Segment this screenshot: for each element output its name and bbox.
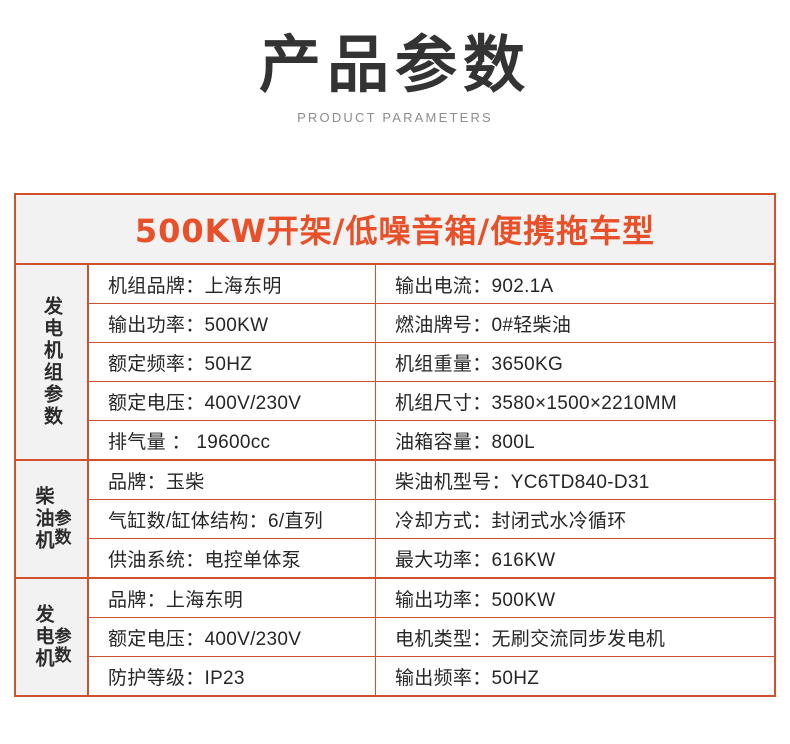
table-row: 机组品牌：上海东明 输出电流：902.1A bbox=[89, 265, 774, 304]
spec-cell-right: 冷却方式：封闭式水冷循环 bbox=[376, 500, 774, 538]
spec-section: 柴油机 参数 品牌：玉柴 柴油机型号：YC6TD840-D31 气缸数/缸体结构：6/直… bbox=[16, 461, 774, 579]
section-label-main: 柴油机 bbox=[32, 486, 54, 552]
spec-cell-left: 供油系统：电控单体泵 bbox=[89, 539, 376, 577]
spec-cell-right: 电机类型：无刷交流同步发电机 bbox=[376, 618, 774, 656]
table-row: 气缸数/缸体结构：6/直列 冷却方式：封闭式水冷循环 bbox=[89, 500, 774, 539]
table-row: 品牌：玉柴 柴油机型号：YC6TD840-D31 bbox=[89, 461, 774, 500]
section-label-stack: 发电机 参数 bbox=[32, 604, 71, 670]
model-title: 500KW开架/低噪音箱/便携拖车型 bbox=[134, 212, 656, 250]
spec-cell-right: 油箱容量：800L bbox=[376, 421, 774, 459]
section-label: 柴油机 参数 bbox=[16, 461, 89, 577]
spec-cell-left: 额定频率：50HZ bbox=[89, 343, 376, 381]
spec-cell-right: 输出频率：50HZ bbox=[376, 657, 774, 695]
specification-table: 500KW开架/低噪音箱/便携拖车型 发电机组参数 机组品牌：上海东明 输出电流：9… bbox=[14, 193, 776, 697]
table-row: 品牌：上海东明 输出功率：500KW bbox=[89, 579, 774, 618]
spec-cell-right: 输出电流：902.1A bbox=[376, 265, 774, 303]
spec-cell-left: 防护等级：IP23 bbox=[89, 657, 376, 695]
spec-section: 发电机组参数 机组品牌：上海东明 输出电流：902.1A 输出功率：500KW 燃油牌号… bbox=[16, 265, 774, 461]
section-label-stack: 发电机组参数 bbox=[41, 296, 62, 428]
spec-cell-right: 机组重量：3650KG bbox=[376, 343, 774, 381]
section-label: 发电机 参数 bbox=[16, 579, 89, 695]
page-subtitle: PRODUCT PARAMETERS bbox=[297, 110, 493, 125]
spec-cell-left: 额定电压：400V/230V bbox=[89, 382, 376, 420]
table-row: 供油系统：电控单体泵 最大功率：616KW bbox=[89, 539, 774, 577]
spec-cell-left: 机组品牌：上海东明 bbox=[89, 265, 376, 303]
table-row: 额定频率：50HZ 机组重量：3650KG bbox=[89, 343, 774, 382]
section-rows: 品牌：玉柴 柴油机型号：YC6TD840-D31 气缸数/缸体结构：6/直列 冷却方式… bbox=[89, 461, 774, 577]
section-label-stack: 柴油机 参数 bbox=[32, 486, 71, 552]
model-title-row: 500KW开架/低噪音箱/便携拖车型 bbox=[16, 195, 774, 265]
section-label-sub: 参数 bbox=[51, 627, 71, 665]
spec-cell-right: 柴油机型号：YC6TD840-D31 bbox=[376, 461, 774, 499]
section-rows: 机组品牌：上海东明 输出电流：902.1A 输出功率：500KW 燃油牌号：0#轻柴油… bbox=[89, 265, 774, 459]
table-row: 防护等级：IP23 输出频率：50HZ bbox=[89, 657, 774, 695]
spec-cell-right: 机组尺寸：3580×1500×2210MM bbox=[376, 382, 774, 420]
section-label-sub: 参数 bbox=[51, 509, 71, 547]
spec-cell-left: 品牌：玉柴 bbox=[89, 461, 376, 499]
sections-container: 发电机组参数 机组品牌：上海东明 输出电流：902.1A 输出功率：500KW 燃油牌号… bbox=[16, 265, 774, 695]
table-row: 额定电压：400V/230V 机组尺寸：3580×1500×2210MM bbox=[89, 382, 774, 421]
spec-section: 发电机 参数 品牌：上海东明 输出功率：500KW 额定电压：400V/230V 电机类型… bbox=[16, 579, 774, 695]
section-label: 发电机组参数 bbox=[16, 265, 89, 459]
section-rows: 品牌：上海东明 输出功率：500KW 额定电压：400V/230V 电机类型：无刷交流… bbox=[89, 579, 774, 695]
spec-cell-right: 燃油牌号：0#轻柴油 bbox=[376, 304, 774, 342]
spec-cell-left: 排气量 ： 19600cc bbox=[89, 421, 376, 459]
table-row: 额定电压：400V/230V 电机类型：无刷交流同步发电机 bbox=[89, 618, 774, 657]
table-row: 排气量 ： 19600cc 油箱容量：800L bbox=[89, 421, 774, 459]
spec-cell-left: 输出功率：500KW bbox=[89, 304, 376, 342]
table-row: 输出功率：500KW 燃油牌号：0#轻柴油 bbox=[89, 304, 774, 343]
section-label-main: 发电机 bbox=[32, 604, 54, 670]
page-header: 产品参数 PRODUCT PARAMETERS bbox=[0, 0, 790, 126]
spec-cell-right: 最大功率：616KW bbox=[376, 539, 774, 577]
section-label-main: 发电机组参数 bbox=[41, 296, 62, 428]
spec-cell-right: 输出功率：500KW bbox=[376, 579, 774, 617]
spec-cell-left: 品牌：上海东明 bbox=[89, 579, 376, 617]
spec-cell-left: 气缸数/缸体结构：6/直列 bbox=[89, 500, 376, 538]
spec-cell-left: 额定电压：400V/230V bbox=[89, 618, 376, 656]
page-title: 产品参数 bbox=[258, 28, 531, 101]
